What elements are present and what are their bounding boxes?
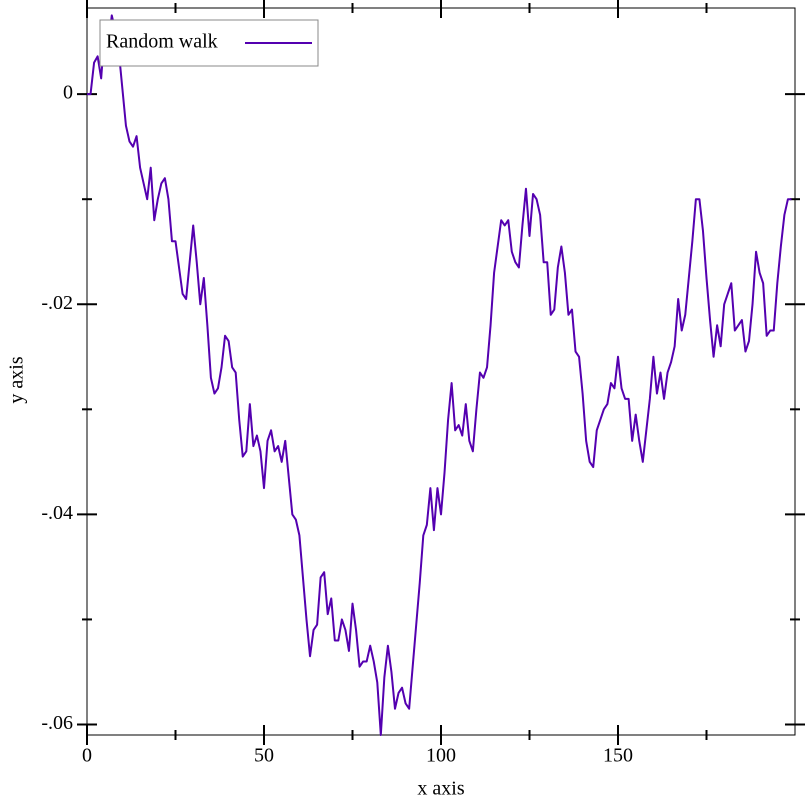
y-axis-label: y axis: [6, 356, 28, 403]
x-tick-label: 100: [426, 745, 456, 767]
y-tick-label: -.04: [41, 502, 73, 524]
y-tick-label: 0: [63, 82, 73, 104]
x-tick-label: 0: [82, 745, 92, 767]
y-tick-label: -.02: [41, 292, 73, 314]
y-tick-label: -.06: [41, 712, 73, 734]
data-line: [87, 14, 792, 736]
legend: Random walk: [99, 19, 319, 67]
x-tick-label: 50: [254, 745, 274, 767]
x-axis-label: x axis: [417, 778, 464, 800]
legend-label: Random walk: [106, 31, 218, 53]
x-tick-label: 150: [603, 745, 633, 767]
plot-frame: [86, 7, 796, 736]
